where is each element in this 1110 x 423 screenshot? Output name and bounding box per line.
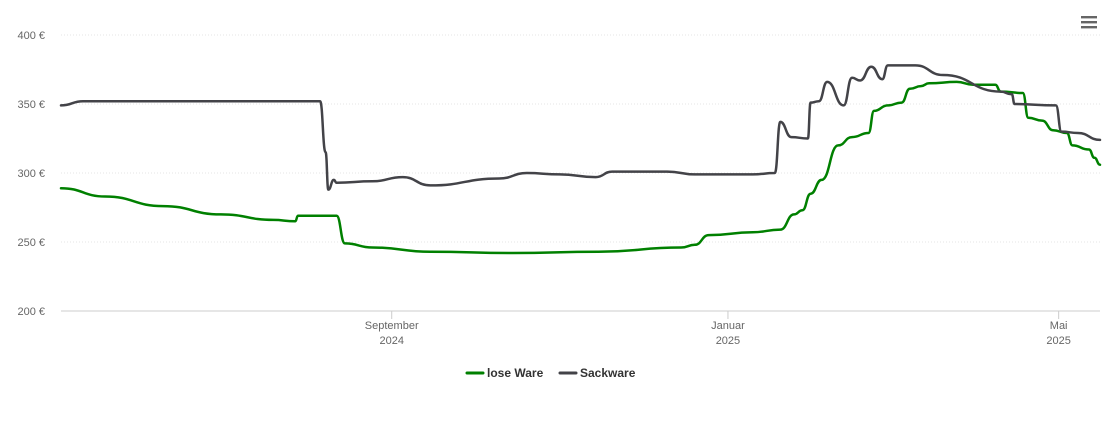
series-line-lose-ware[interactable] [59, 80, 1102, 255]
hamburger-icon-bar [1081, 21, 1097, 24]
series-line-sackware[interactable] [59, 64, 1102, 191]
legend-label: Sackware [580, 366, 636, 380]
grid-lines [61, 34, 1100, 243]
x-tick-label: September [365, 320, 419, 332]
x-tick-label: 2024 [379, 335, 403, 347]
series-group [59, 64, 1102, 255]
y-tick-label: 300 € [17, 168, 45, 180]
legend-item-lose-ware[interactable]: lose Ware [465, 366, 544, 380]
y-axis: 200 € 250 € 300 € 350 € 400 € [17, 30, 45, 318]
x-tick-label: 2025 [716, 335, 740, 347]
y-tick-label: 350 € [17, 99, 45, 111]
x-tick-label: Mai [1050, 320, 1068, 332]
hamburger-icon-bar [1081, 16, 1097, 19]
menu-button[interactable] [1080, 14, 1098, 30]
x-tick-label: 2025 [1046, 335, 1070, 347]
x-tick-label: Januar [711, 320, 745, 332]
legend[interactable]: lose Ware Sackware [465, 366, 636, 380]
legend-item-sackware[interactable]: Sackware [558, 366, 636, 380]
x-axis: September 2024 Januar 2025 Mai 2025 [365, 311, 1071, 347]
y-tick-label: 250 € [17, 237, 45, 249]
hamburger-icon-bar [1081, 26, 1097, 29]
y-tick-label: 400 € [17, 30, 45, 42]
y-tick-label: 200 € [17, 306, 45, 318]
legend-label: lose Ware [487, 366, 544, 380]
